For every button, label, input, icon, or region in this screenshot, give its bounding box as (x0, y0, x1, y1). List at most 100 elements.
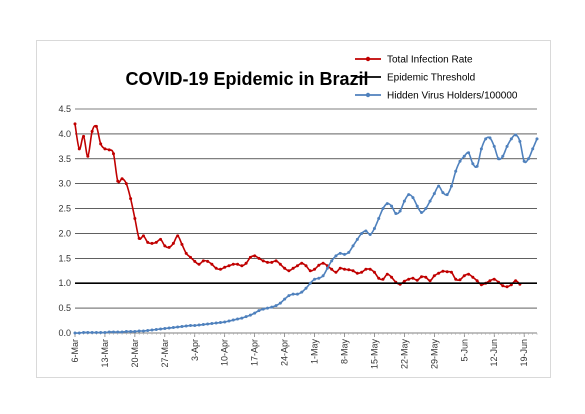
data-point (193, 324, 197, 328)
data-point (159, 327, 163, 331)
data-point (77, 147, 81, 151)
data-point (462, 154, 466, 158)
data-point (94, 331, 98, 335)
data-point (505, 285, 509, 289)
x-tick-label: 15-May (369, 339, 379, 370)
x-tick-label: 24-Apr (280, 339, 290, 366)
data-point (338, 266, 342, 270)
data-point (411, 196, 415, 200)
y-tick-label: 0.0 (58, 328, 71, 338)
data-point (266, 306, 269, 310)
y-tick-label: 0.5 (58, 303, 71, 313)
data-point (467, 272, 471, 276)
data-point (471, 275, 475, 279)
data-point (107, 330, 111, 334)
data-point (129, 197, 133, 201)
data-point (146, 329, 150, 333)
data-point (244, 261, 248, 265)
data-point (137, 236, 141, 240)
data-point (313, 267, 317, 271)
data-point (223, 265, 227, 269)
x-tick-label: 10-Apr (220, 339, 230, 366)
data-point (394, 212, 398, 216)
data-point (103, 331, 107, 335)
x-tick-label: 22-May (399, 339, 409, 370)
data-point (390, 204, 394, 208)
y-tick-label: 2.0 (58, 228, 71, 238)
data-point (214, 266, 218, 270)
data-point (475, 164, 479, 168)
x-tick-label: 1-May (310, 339, 320, 365)
data-point (308, 281, 312, 285)
data-point (278, 301, 282, 305)
data-point (334, 254, 338, 258)
data-point (445, 193, 449, 197)
series-0 (73, 122, 522, 289)
data-point (458, 159, 462, 163)
data-point (304, 286, 308, 290)
data-point (347, 250, 351, 254)
data-point (159, 237, 163, 241)
data-point (454, 169, 458, 173)
data-point (270, 260, 274, 264)
data-point (449, 184, 453, 188)
data-point (86, 154, 90, 158)
data-point (471, 162, 475, 166)
y-tick-label: 3.5 (58, 154, 71, 164)
data-point (360, 231, 364, 235)
data-point (73, 122, 77, 126)
data-point (248, 255, 252, 259)
data-point (99, 331, 103, 335)
data-point (154, 328, 158, 332)
data-point (415, 204, 419, 208)
x-tick-label: 13-Mar (100, 339, 110, 368)
data-point (479, 147, 483, 151)
y-tick-label: 1.0 (58, 278, 71, 288)
data-point (377, 276, 381, 280)
data-point (415, 278, 419, 282)
x-tick-label: 12-Jun (489, 339, 499, 367)
x-axis: 6-Mar 13-Mar 20-Mar 27-Mar 3-Apr 10-Apr 17-Apr… (70, 333, 538, 370)
data-point (278, 262, 282, 266)
data-point (150, 241, 154, 245)
data-point (454, 277, 458, 281)
data-point (218, 267, 222, 271)
data-point (112, 330, 115, 334)
data-point (308, 269, 312, 273)
data-point (484, 137, 488, 141)
data-point (270, 305, 274, 309)
data-point (189, 324, 192, 328)
data-point (150, 328, 154, 332)
data-point (103, 147, 107, 151)
data-point (428, 279, 432, 283)
data-point (509, 137, 513, 141)
data-point (411, 276, 415, 280)
data-point (488, 136, 492, 140)
series-line (74, 134, 538, 334)
data-point (176, 234, 180, 238)
data-point (86, 331, 90, 335)
data-point (300, 261, 304, 265)
data-point (377, 217, 381, 221)
data-point (171, 326, 175, 330)
x-tick-label: 8-May (340, 339, 350, 365)
x-tick-label: 19-Jun (519, 339, 529, 367)
data-point (321, 261, 325, 265)
data-point (124, 330, 128, 334)
data-point (385, 202, 389, 206)
data-point (248, 313, 252, 317)
x-tick-label: 6-Mar (70, 339, 80, 363)
data-point (197, 262, 201, 266)
data-point (501, 284, 505, 288)
data-point (518, 139, 522, 143)
data-point (210, 322, 214, 326)
data-point (257, 256, 261, 260)
data-point (364, 267, 368, 271)
data-point (535, 137, 539, 141)
data-point (424, 275, 428, 279)
data-point (73, 331, 77, 335)
data-point (94, 124, 98, 128)
data-point (236, 262, 240, 266)
x-tick-label: 3-Apr (190, 339, 200, 361)
data-point (462, 274, 466, 278)
